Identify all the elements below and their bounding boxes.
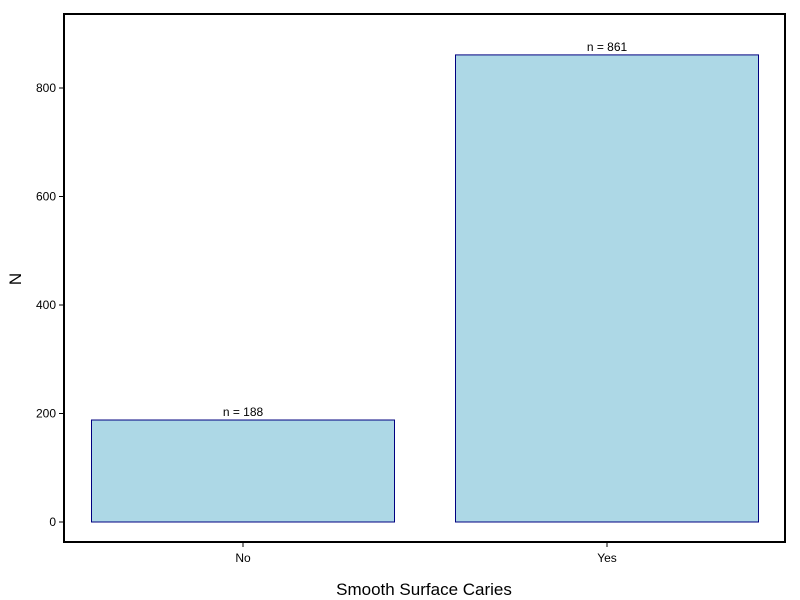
- bar-value-label: n = 861: [587, 40, 628, 54]
- y-tick-label: 0: [49, 515, 56, 529]
- bar-value-label: n = 188: [223, 405, 264, 419]
- y-tick-label: 800: [36, 81, 56, 95]
- y-axis-title: N: [6, 273, 25, 285]
- y-tick-label: 600: [36, 190, 56, 204]
- bars-group: n = 188 n = 861: [91, 40, 759, 523]
- y-tick-label: 400: [36, 298, 56, 312]
- x-axis: No Yes: [235, 542, 617, 565]
- bar-no: [91, 419, 395, 523]
- y-tick-label: 200: [36, 407, 56, 421]
- y-axis: 0 200 400 600 800: [36, 81, 64, 529]
- plot-frame: [63, 13, 786, 543]
- bar-yes: [455, 54, 759, 523]
- x-axis-title: Smooth Surface Caries: [336, 580, 512, 599]
- x-tick-label: No: [235, 551, 251, 565]
- x-tick-label: Yes: [597, 551, 617, 565]
